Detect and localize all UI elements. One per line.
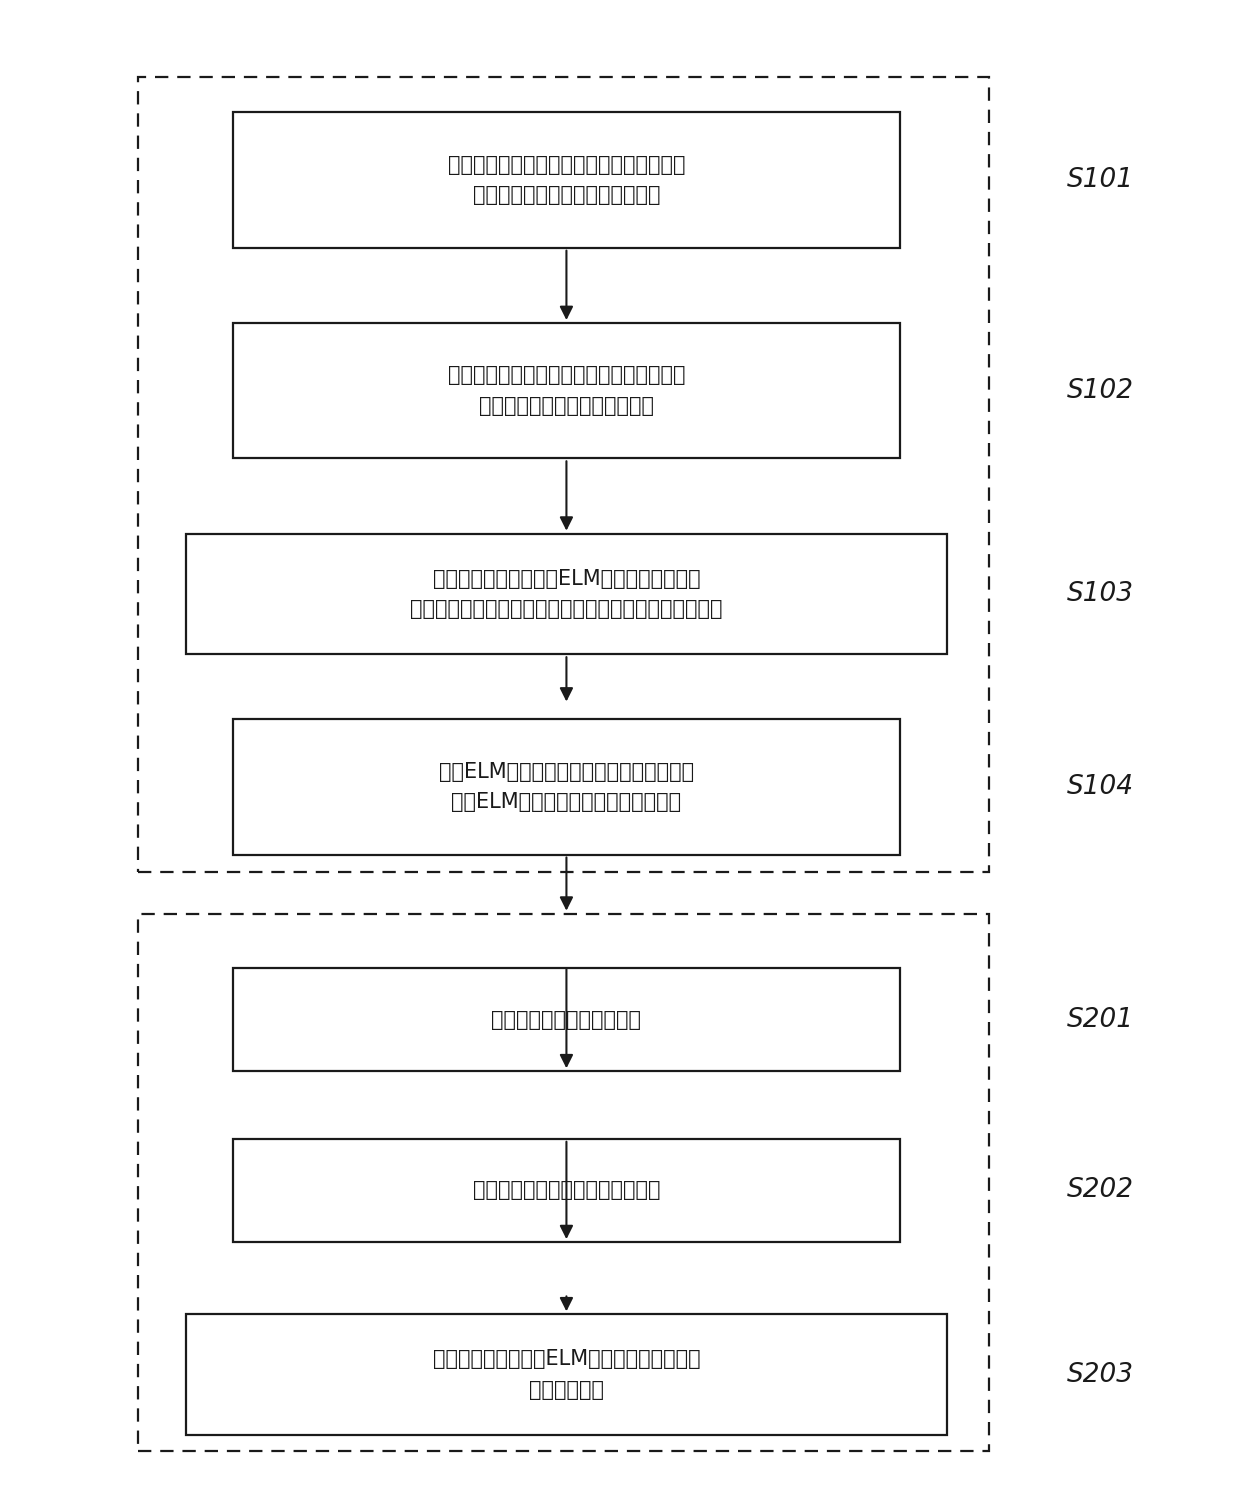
Bar: [233, 968, 900, 1072]
Bar: [138, 914, 990, 1452]
Text: 通过ELM模型对所述故障样本集进行学习，
输出ELM分类模型构成故障诊断分类器: 通过ELM模型对所述故障样本集进行学习， 输出ELM分类模型构成故障诊断分类器: [439, 762, 694, 812]
Text: 检测燃料电池的待诊断数据: 检测燃料电池的待诊断数据: [491, 1010, 641, 1030]
Text: S101: S101: [1066, 167, 1133, 192]
Text: S102: S102: [1066, 377, 1133, 404]
Text: 将燃料电池实际运行数据作为原始数据集，
在所述原始数据集中提取诊断变量: 将燃料电池实际运行数据作为原始数据集， 在所述原始数据集中提取诊断变量: [448, 155, 686, 206]
Bar: [138, 77, 990, 872]
Text: 将预处理后的数据通过ELM学习算法进行训练
并筛选出与实际故障标签相同的聚类结果作为故障样本集: 将预处理后的数据通过ELM学习算法进行训练 并筛选出与实际故障标签相同的聚类结果…: [410, 568, 723, 619]
Bar: [233, 113, 900, 248]
Text: S103: S103: [1066, 580, 1133, 607]
Bar: [233, 1139, 900, 1241]
Bar: [186, 534, 947, 654]
Text: S104: S104: [1066, 774, 1133, 800]
Text: S201: S201: [1066, 1007, 1133, 1033]
Bar: [233, 323, 900, 458]
Bar: [233, 718, 900, 855]
Bar: [186, 1314, 947, 1435]
Text: 通过所述待诊断数据建立测试样本: 通过所述待诊断数据建立测试样本: [472, 1180, 660, 1201]
Text: 对诊断变量做预处理，所述预处理过程包括
归一化处理和故障特征数据提取: 对诊断变量做预处理，所述预处理过程包括 归一化处理和故障特征数据提取: [448, 365, 686, 416]
Text: S202: S202: [1066, 1177, 1133, 1204]
Text: 将测试样本送入所述ELM分类模型中进行测试
输出测试结果: 将测试样本送入所述ELM分类模型中进行测试 输出测试结果: [433, 1350, 701, 1399]
Text: S203: S203: [1066, 1362, 1133, 1387]
